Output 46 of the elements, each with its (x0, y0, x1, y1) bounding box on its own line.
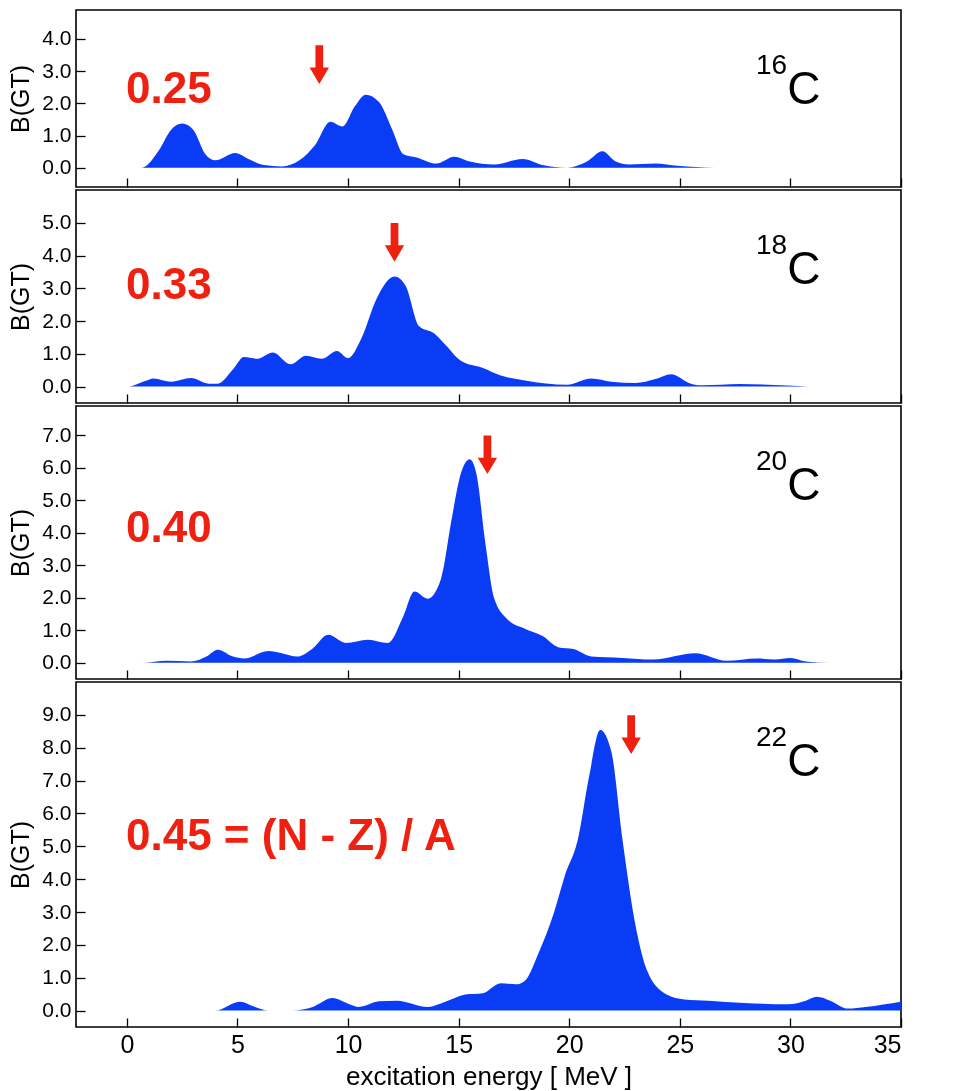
y-tick-label: 8.0 (42, 735, 72, 759)
y-tick-label: 4.0 (42, 520, 72, 544)
y-tick-label: 7.0 (42, 768, 72, 792)
y-tick-label: 1.0 (42, 965, 72, 989)
y-tick-label: 1.0 (42, 341, 72, 365)
y-tick-label: 2.0 (42, 90, 72, 114)
y-tick-label: 3.0 (42, 58, 72, 82)
x-tick-label: 25 (666, 1029, 695, 1058)
x-tick-label: 0 (120, 1029, 135, 1058)
annotation: 0.40 (126, 501, 212, 551)
y-tick-label: 1.0 (42, 123, 72, 147)
y-tick-label: 6.0 (42, 800, 72, 824)
y-tick-label: 4.0 (42, 243, 72, 267)
x-tick-label: 5 (231, 1029, 245, 1058)
y-axis-title: B(GT) (6, 64, 35, 134)
annotation: 0.45 = (N - Z) / A (126, 810, 456, 860)
y-tick-label: 0.0 (42, 650, 72, 674)
annotation: 0.25 (126, 62, 212, 112)
x-tick-label: 20 (555, 1029, 584, 1058)
y-tick-label: 9.0 (42, 702, 72, 726)
y-tick-label: 7.0 (42, 422, 72, 446)
y-tick-label: 5.0 (42, 487, 72, 511)
y-tick-label: 2.0 (42, 585, 72, 609)
y-tick-label: 2.0 (42, 308, 72, 332)
x-tick-label: 10 (334, 1029, 363, 1058)
y-axis-title: B(GT) (6, 508, 35, 578)
y-tick-label: 3.0 (42, 275, 72, 299)
y-tick-label: 4.0 (42, 866, 72, 890)
annotation: 0.33 (126, 258, 212, 308)
y-axis-title: B(GT) (6, 820, 35, 890)
x-axis-title: excitation energy [ MeV ] (345, 1060, 633, 1091)
y-axis-title: B(GT) (6, 262, 35, 332)
y-tick-label: 0.0 (42, 998, 72, 1022)
x-tick-label: 15 (445, 1029, 474, 1058)
y-tick-label: 6.0 (42, 455, 72, 479)
y-tick-label: 4.0 (42, 26, 72, 50)
y-tick-label: 3.0 (42, 552, 72, 576)
y-tick-label: 5.0 (42, 833, 72, 857)
x-tick-label: 30 (777, 1029, 805, 1058)
y-tick-label: 5.0 (42, 210, 72, 234)
y-tick-label: 0.0 (42, 155, 72, 179)
y-tick-label: 3.0 (42, 899, 72, 923)
y-tick-label: 0.0 (42, 374, 72, 398)
y-tick-label: 1.0 (42, 617, 72, 641)
x-tick-label: 35 (873, 1029, 902, 1058)
y-tick-label: 2.0 (42, 932, 72, 956)
